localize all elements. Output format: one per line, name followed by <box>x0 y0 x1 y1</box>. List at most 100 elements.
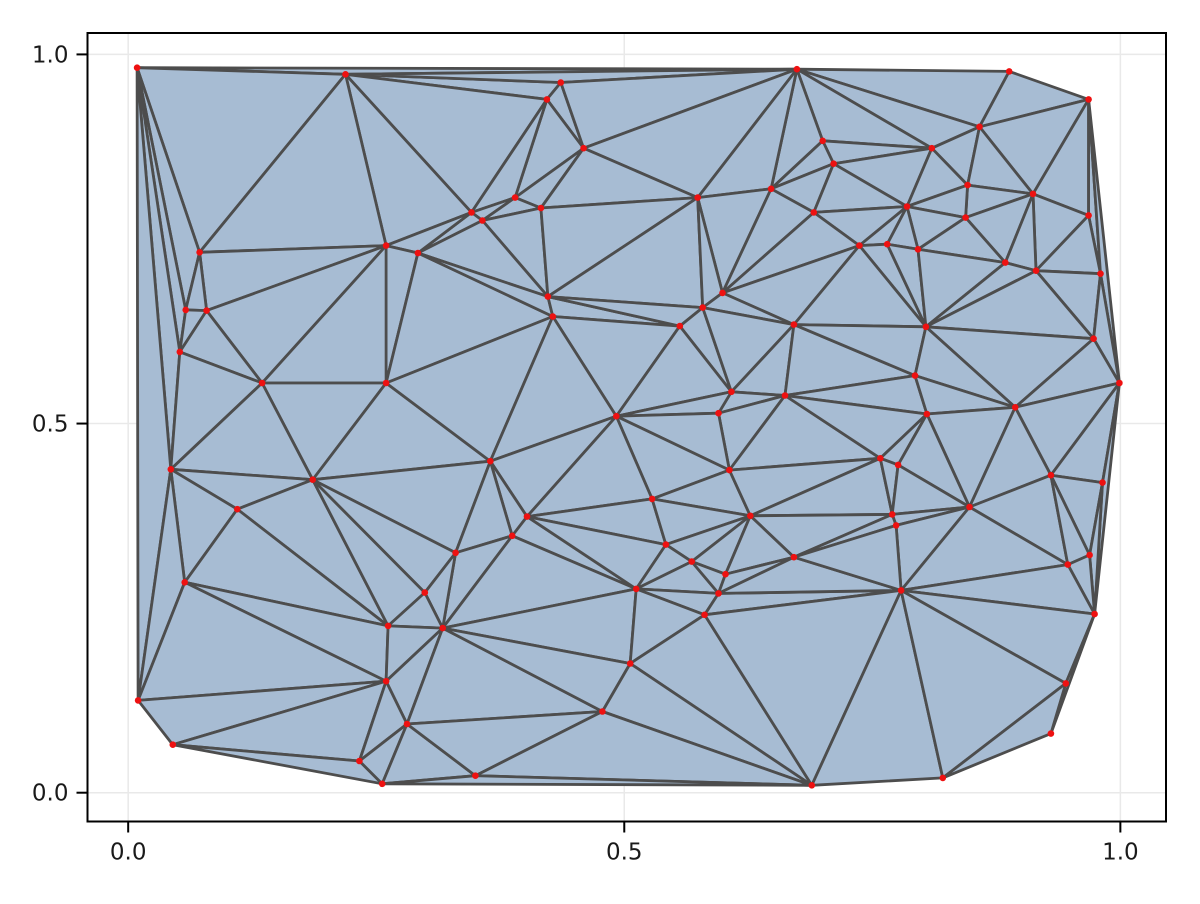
y-tick-label: 0.0 <box>32 781 69 807</box>
x-tick-label: 1.0 <box>1102 840 1139 866</box>
vertex-dot <box>599 708 606 715</box>
vertex-dot <box>557 79 565 86</box>
vertex-dot <box>966 503 973 511</box>
vertex-dot <box>701 611 708 619</box>
vertex-dot <box>883 240 891 248</box>
vertex-dot <box>580 144 587 152</box>
vertex-dot <box>781 392 789 399</box>
vertex-dot <box>790 321 798 328</box>
vertex-dot <box>715 409 722 417</box>
vertex-dot <box>928 144 936 152</box>
mesh-triangle <box>380 774 814 787</box>
vertex-dot <box>134 697 142 704</box>
vertex-dot <box>167 466 175 473</box>
vertex-dot <box>258 379 266 387</box>
vertex-dot <box>914 246 922 253</box>
vertex-dot <box>1011 404 1019 411</box>
vertex-dot <box>479 217 486 224</box>
vertex-dot <box>699 304 706 311</box>
vertex-dot <box>911 372 919 379</box>
vertex-dot <box>203 307 210 314</box>
vertex-dot <box>182 306 189 314</box>
vertex-dot <box>234 505 241 513</box>
vertex-dot <box>382 677 390 685</box>
vertex-dot <box>922 323 930 331</box>
vertex-dot <box>1085 212 1092 219</box>
vertex-dot <box>309 476 317 484</box>
vertex-dot <box>1029 190 1037 198</box>
vertex-dot <box>892 522 900 529</box>
vertex-dot <box>808 782 816 789</box>
vertex-dot <box>181 579 188 586</box>
vertex-dot <box>830 160 837 167</box>
vertex-dot <box>511 194 519 201</box>
vertex-dot <box>1002 259 1009 266</box>
vertex-dot <box>1090 335 1097 343</box>
vertex-dot <box>384 622 392 630</box>
vertex-dot <box>1005 68 1013 75</box>
vertex-dot <box>810 209 818 216</box>
mesh-triangle <box>941 682 1068 780</box>
vertex-dot <box>1116 379 1123 387</box>
vertex-dot <box>382 242 390 249</box>
vertex-dot <box>439 624 447 632</box>
vertex-dot <box>613 412 620 420</box>
vertex-dot <box>722 570 729 578</box>
vertex-dot <box>767 185 775 193</box>
vertex-dot <box>356 757 363 765</box>
vertex-dot <box>382 379 390 387</box>
vertex-dot <box>662 541 670 548</box>
vertex-dot <box>487 457 494 465</box>
vertex-dot <box>964 181 971 189</box>
vertex-dot <box>543 96 551 103</box>
vertex-dot <box>728 388 735 396</box>
vertex-dot <box>694 194 701 201</box>
x-tick-label: 0.5 <box>606 840 643 866</box>
vertex-dot <box>472 772 479 779</box>
mesh-triangle <box>792 524 903 592</box>
vertex-dot <box>414 249 422 257</box>
vertex-dot <box>378 780 386 788</box>
vertex-dot <box>877 455 884 462</box>
vertex-dot <box>452 549 459 557</box>
vertex-dot <box>537 204 545 212</box>
vertex-dot <box>468 209 475 216</box>
vertex-dot <box>1064 561 1072 568</box>
vertex-dot <box>793 65 801 73</box>
vertex-dot <box>923 410 931 418</box>
vertex-dot <box>421 589 429 596</box>
vertex-dot <box>1086 551 1093 559</box>
vertex-dot <box>626 660 634 667</box>
vertex-dot <box>648 495 656 503</box>
vertex-dot <box>962 214 969 221</box>
vertex-dot <box>897 587 905 594</box>
vertex-dot <box>1047 471 1055 479</box>
vertex-dot <box>715 590 722 597</box>
vertex-dot <box>403 720 411 728</box>
vertex-dot <box>888 511 896 518</box>
y-tick-label: 0.5 <box>32 412 69 438</box>
vertex-dot <box>1032 267 1040 275</box>
vertex-dot <box>903 203 911 210</box>
vertex-dot <box>894 461 902 469</box>
vertex-dot <box>747 512 754 520</box>
vertex-dot <box>1091 610 1098 618</box>
vertex-dot <box>169 741 177 748</box>
y-tick-label: 1.0 <box>32 42 69 68</box>
vertex-dot <box>508 532 516 540</box>
vertex-dot <box>1085 96 1092 103</box>
vertex-dot <box>726 466 733 474</box>
vertex-dot <box>544 293 552 300</box>
axes-frame <box>86 32 1167 823</box>
vertex-dot <box>1047 730 1055 737</box>
vertex-dot <box>819 137 826 145</box>
vertex-dot <box>976 123 983 131</box>
vertex-dot <box>632 585 640 593</box>
vertex-dot <box>523 513 531 520</box>
vertex-dot <box>549 313 557 320</box>
vertex-dot <box>856 242 863 249</box>
vertex-dot <box>176 348 184 356</box>
vertex-dot <box>1099 479 1106 486</box>
